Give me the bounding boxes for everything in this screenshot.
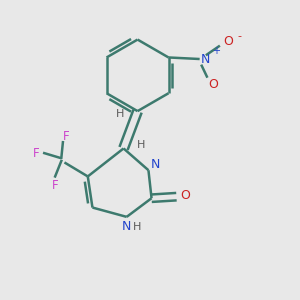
Text: H: H [116, 109, 124, 119]
Text: F: F [52, 178, 59, 192]
Text: N: N [201, 52, 210, 65]
Text: O: O [180, 189, 190, 202]
Text: O: O [224, 35, 233, 48]
Text: +: + [212, 46, 220, 56]
Text: F: F [33, 147, 40, 160]
Text: H: H [136, 140, 145, 150]
Text: O: O [208, 78, 218, 91]
Text: -: - [237, 31, 241, 41]
Text: H: H [133, 222, 141, 232]
Text: N: N [122, 220, 131, 233]
Text: F: F [63, 130, 70, 143]
Text: N: N [151, 158, 160, 171]
